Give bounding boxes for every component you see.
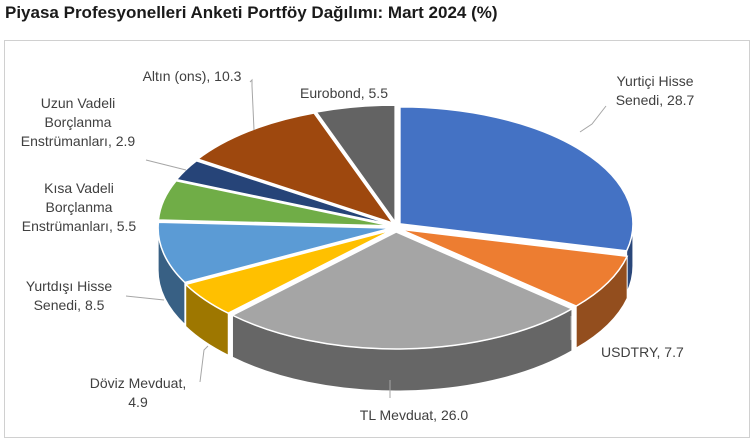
- data-label-5: Kısa Vadeli Borçlanma Enstrümanları, 5.5: [22, 180, 137, 234]
- data-label-line: Borçlanma: [45, 114, 112, 130]
- data-label-line: Altın (ons), 10.3: [143, 68, 242, 84]
- pie-sides: [157, 223, 634, 392]
- data-label-line: Döviz Mevduat,: [90, 375, 186, 391]
- data-label-line: USDTRY, 7.7: [601, 344, 684, 360]
- data-label-line: Enstrümanları, 2.9: [21, 133, 136, 149]
- data-label-line: TL Mevduat, 26.0: [360, 407, 469, 423]
- leader-line-0: [579, 105, 607, 133]
- data-label-8: Eurobond, 5.5: [300, 85, 388, 101]
- leader-line-3: [199, 345, 209, 383]
- data-label-0: Yurtiçi Hisse Senedi, 28.7: [616, 73, 695, 108]
- data-label-line: Eurobond, 5.5: [300, 85, 388, 101]
- slice-0: [399, 106, 634, 252]
- data-label-line: Kısa Vadeli: [44, 180, 114, 196]
- data-label-line: Uzun Vadeli: [41, 95, 115, 111]
- pie-tops: [157, 104, 634, 350]
- slice-5: [157, 179, 392, 227]
- slice-3: [184, 229, 393, 315]
- data-label-line: Borçlanma: [46, 199, 113, 215]
- data-label-line: Senedi, 28.7: [616, 92, 695, 108]
- slice-1: [400, 228, 629, 307]
- chart-title: Piyasa Profesyonelleri Anketi Portföy Da…: [5, 3, 498, 22]
- data-label-6: Uzun Vadeli Borçlanma Enstrümanları, 2.9: [21, 95, 136, 149]
- leader-line-6: [145, 159, 187, 171]
- data-label-line: Senedi, 8.5: [34, 297, 105, 313]
- data-label-1: USDTRY, 7.7: [601, 344, 684, 360]
- slice-7: [196, 112, 395, 225]
- data-label-7: Altın (ons), 10.3: [143, 68, 242, 84]
- data-label-line: Enstrümanları, 5.5: [22, 218, 137, 234]
- slice-4: [157, 221, 392, 284]
- data-label-4: Yurtdışı Hisse Senedi, 8.5: [26, 278, 113, 313]
- slice-2: [230, 231, 574, 350]
- leader-line-7: [249, 78, 255, 131]
- data-label-line: 4.9: [128, 394, 148, 410]
- data-label-line: Yurtiçi Hisse: [616, 73, 693, 89]
- data-label-line: Yurtdışı Hisse: [26, 278, 113, 294]
- data-label-3: Döviz Mevduat, 4.9: [90, 375, 186, 410]
- data-label-2: TL Mevduat, 26.0: [360, 407, 469, 423]
- slice-8: [314, 104, 396, 225]
- chart-frame: [4, 40, 750, 438]
- leader-line-4: [125, 295, 165, 301]
